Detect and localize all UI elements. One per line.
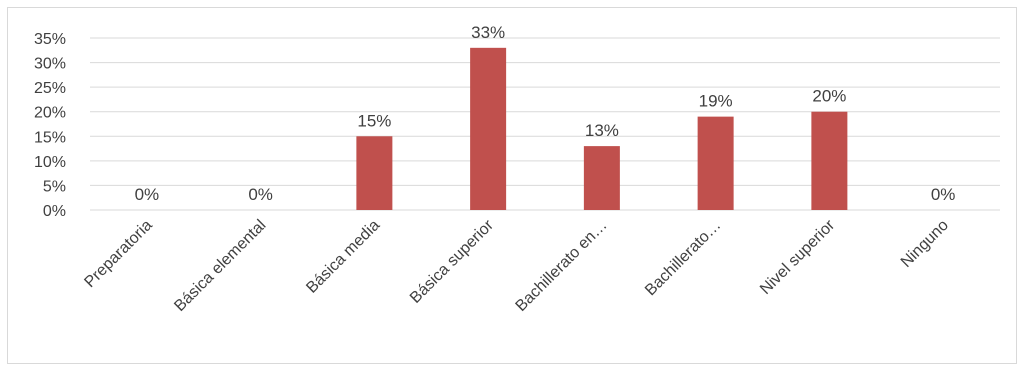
data-label: 13% xyxy=(585,121,619,140)
category-label: Básica media xyxy=(303,217,383,297)
data-label: 15% xyxy=(357,111,391,130)
data-label: 19% xyxy=(699,92,733,111)
y-tick-label: 25% xyxy=(34,80,66,97)
bar xyxy=(583,146,620,210)
data-label: 0% xyxy=(248,185,273,204)
category-label: Básica superior xyxy=(407,216,497,306)
category-label: Ninguno xyxy=(898,217,952,271)
data-label: 0% xyxy=(931,185,956,204)
data-label: 0% xyxy=(135,185,160,204)
y-tick-label: 5% xyxy=(43,178,66,195)
y-tick-label: 0% xyxy=(43,203,66,220)
y-tick-label: 35% xyxy=(34,31,66,48)
category-label: Bachillerato… xyxy=(642,217,724,299)
data-label: 33% xyxy=(471,23,505,42)
category-label: Nivel superior xyxy=(757,216,839,298)
data-label: 20% xyxy=(812,87,846,106)
category-label: Básica elemental xyxy=(171,217,269,315)
y-tick-label: 30% xyxy=(34,56,66,73)
y-tick-label: 10% xyxy=(34,154,66,171)
bar xyxy=(470,47,507,211)
y-tick-label: 20% xyxy=(34,105,66,122)
y-tick-label: 15% xyxy=(34,129,66,146)
category-label: Bachillerato en… xyxy=(513,217,611,315)
category-label: Preparatoria xyxy=(81,217,155,291)
bar xyxy=(697,116,734,210)
bar xyxy=(811,111,848,210)
bar xyxy=(356,136,393,210)
